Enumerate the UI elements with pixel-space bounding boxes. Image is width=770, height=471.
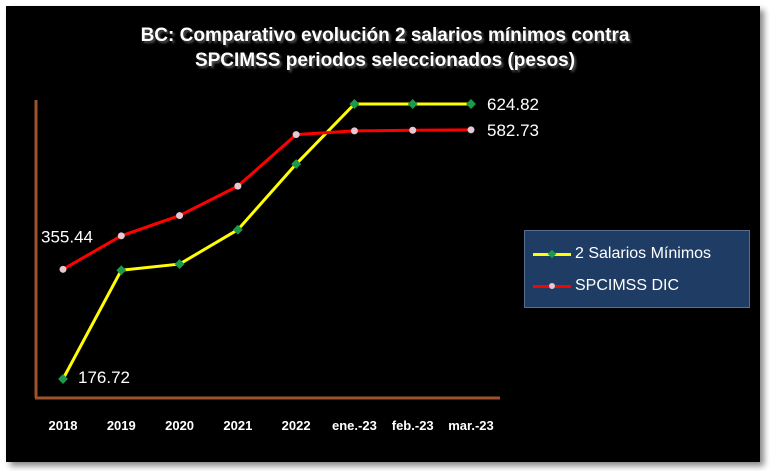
data-point xyxy=(350,127,358,135)
legend-label-salarios: 2 Salarios Mínimos xyxy=(575,245,712,262)
series-line-1 xyxy=(62,128,472,271)
data-point xyxy=(232,224,243,235)
x-tick-label: 2019 xyxy=(107,418,136,433)
x-tick-label: 2020 xyxy=(165,418,194,433)
legend-swatch-salarios xyxy=(533,248,571,260)
data-point xyxy=(176,212,184,220)
data-label: 582.73 xyxy=(487,121,539,140)
x-tick-label: feb.-23 xyxy=(392,418,434,433)
data-point xyxy=(467,126,475,134)
data-point xyxy=(407,99,418,109)
legend-item-spcimss: SPCIMSS DIC xyxy=(533,275,679,297)
x-tick-label: ene.-23 xyxy=(332,418,377,433)
data-label: 176.72 xyxy=(78,368,130,387)
data-point xyxy=(466,99,476,109)
x-tick-label: 2022 xyxy=(282,418,311,433)
chart-title: BC: Comparativo evolución 2 salarios mín… xyxy=(0,23,770,73)
data-point xyxy=(409,126,417,134)
chart-title-line-1: BC: Comparativo evolución 2 salarios mín… xyxy=(140,25,630,46)
data-label: 624.82 xyxy=(487,95,539,114)
legend: 2 Salarios Mínimos SPCIMSS DIC xyxy=(524,230,750,308)
data-point xyxy=(59,265,67,273)
x-tick-label: 2021 xyxy=(223,418,252,433)
data-point xyxy=(234,182,242,190)
x-tick-label: 2018 xyxy=(49,418,78,433)
data-point xyxy=(291,159,302,169)
data-point xyxy=(174,259,185,270)
legend-swatch-spcimss xyxy=(533,280,571,292)
chart-title-line-2: SPCIMSS periodos seleccionados (pesos) xyxy=(194,50,576,71)
legend-item-salarios: 2 Salarios Mínimos xyxy=(533,243,711,265)
data-label: 355.44 xyxy=(41,227,93,246)
data-point xyxy=(117,232,125,240)
series-line-0 xyxy=(61,102,471,380)
data-point xyxy=(292,131,300,139)
x-tick-label: mar.-23 xyxy=(448,418,494,433)
legend-label-spcimss: SPCIMSS DIC xyxy=(575,277,680,294)
